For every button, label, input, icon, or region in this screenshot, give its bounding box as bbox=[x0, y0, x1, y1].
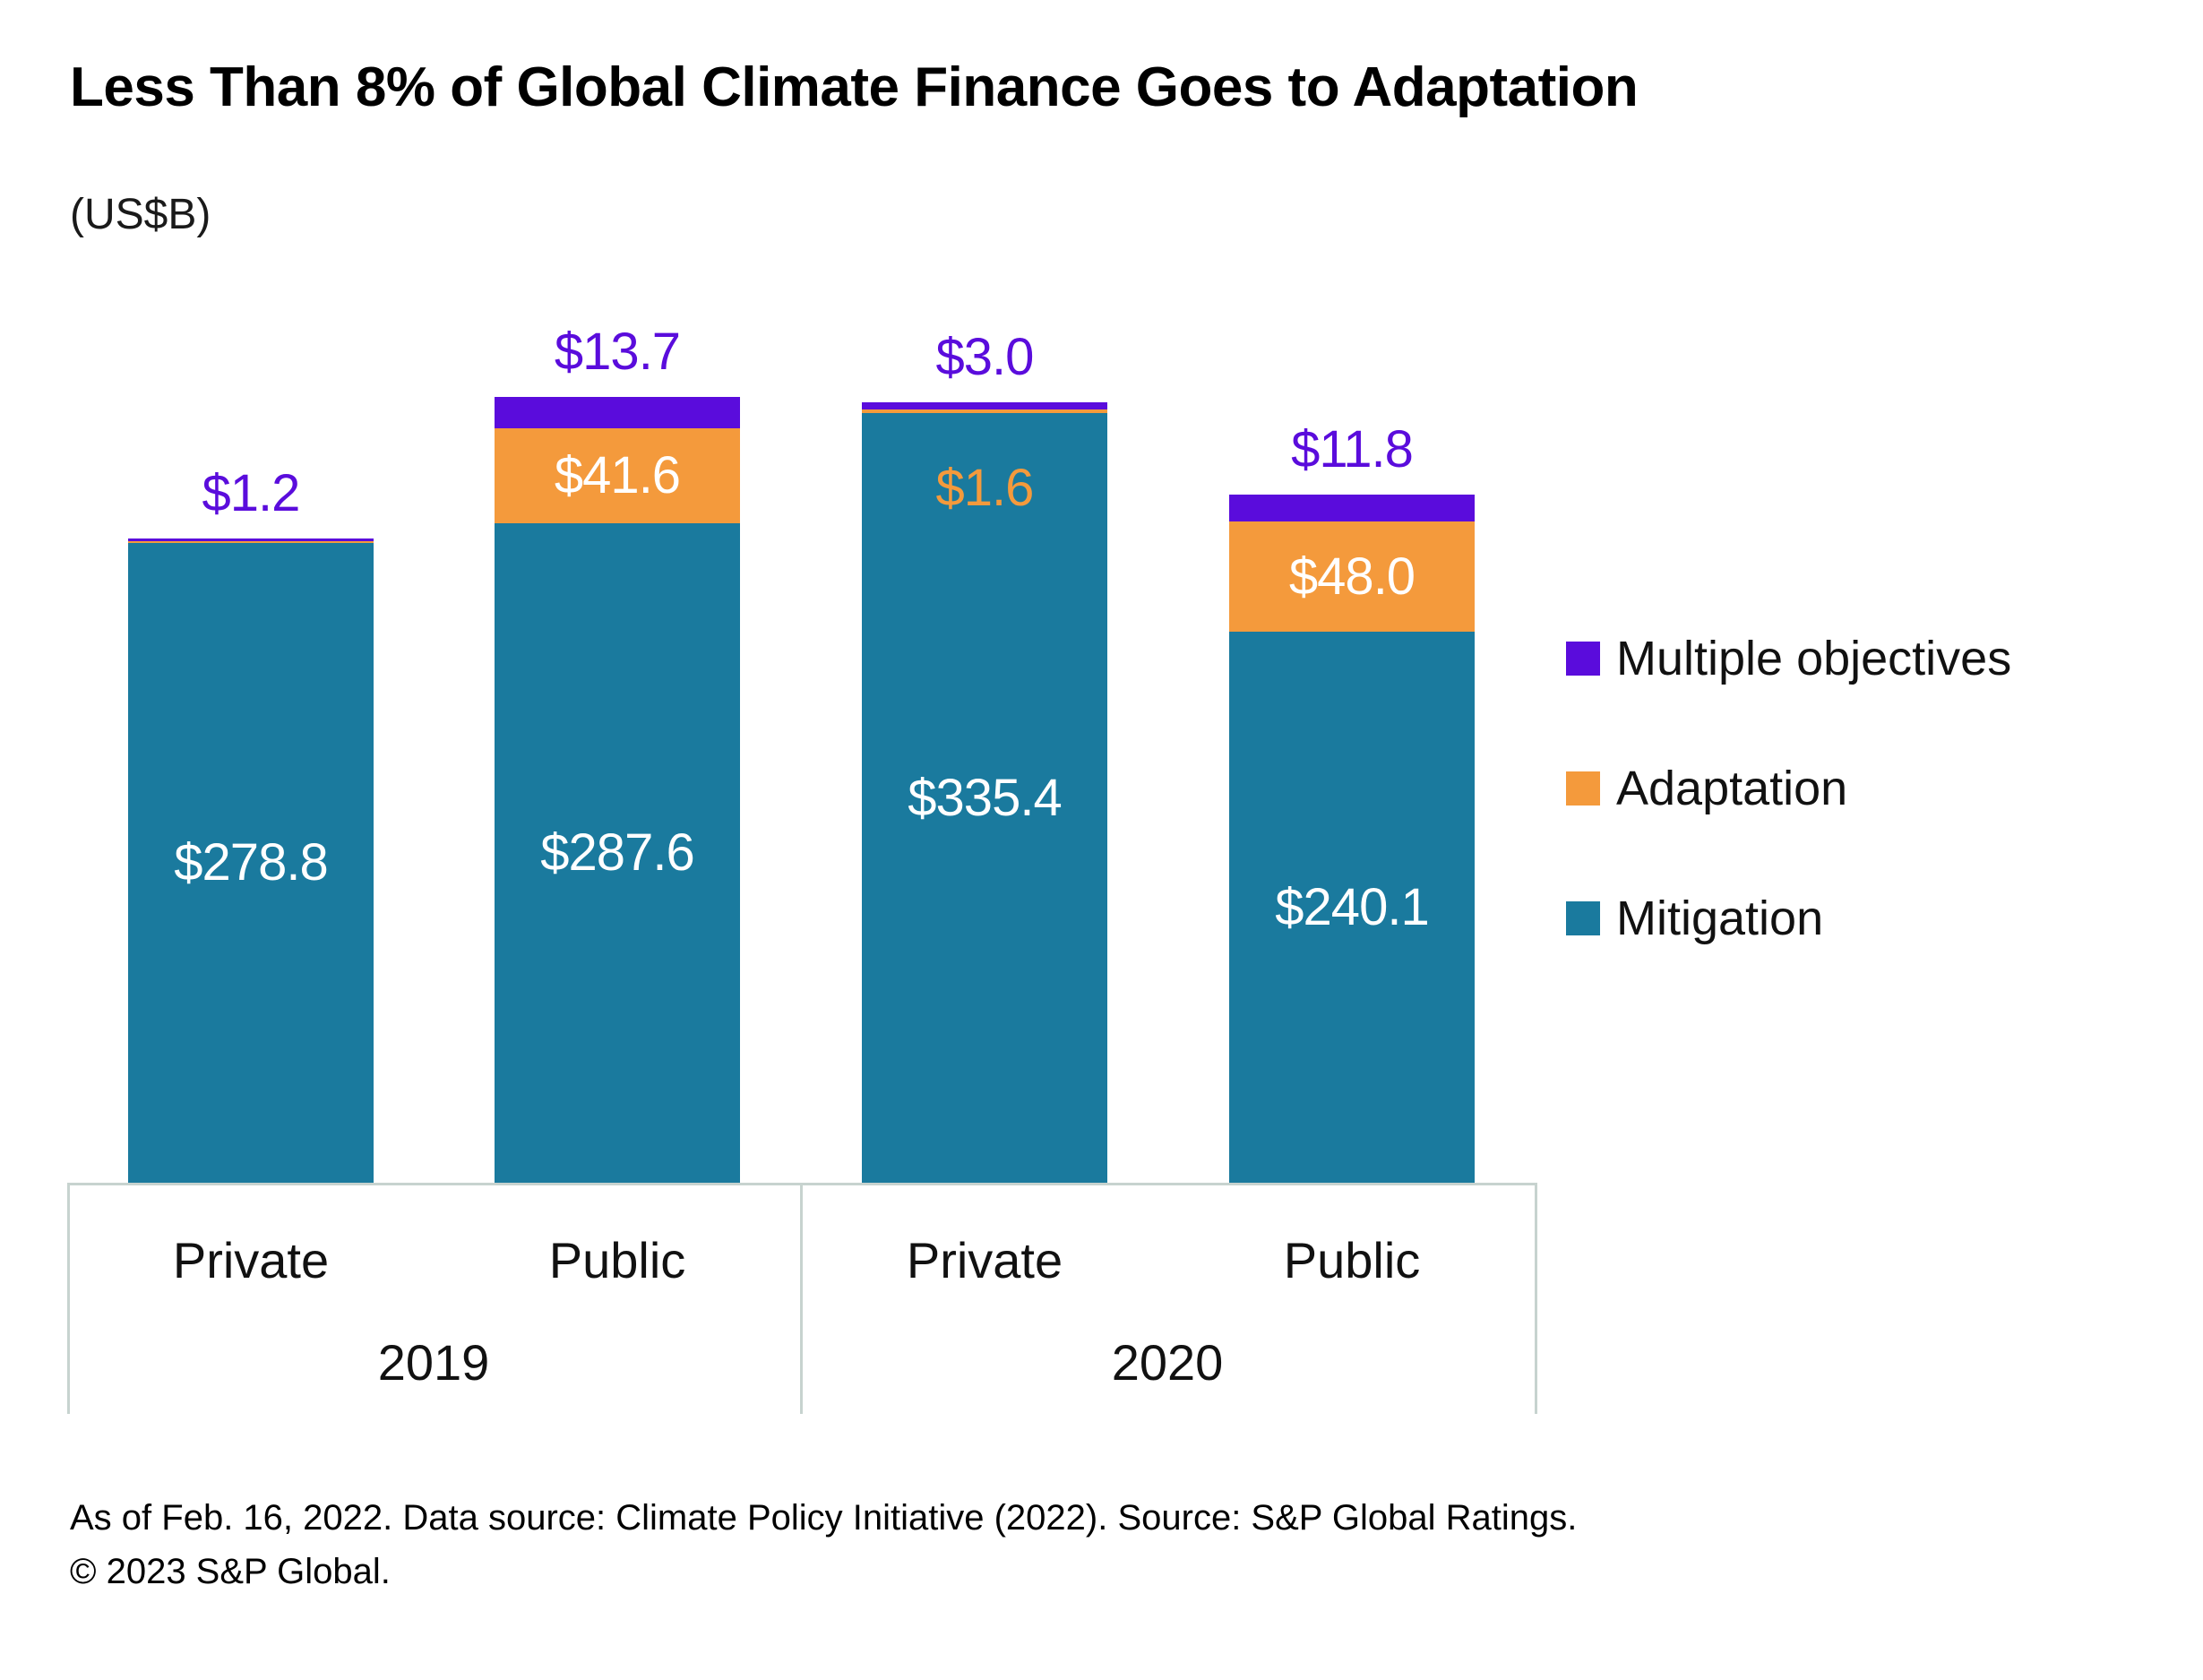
footnote-line-2: © 2023 S&P Global. bbox=[70, 1552, 391, 1591]
bar-public-2020-multiple-objectives-segment bbox=[1229, 495, 1475, 521]
bar-private-2020-adaptation-segment bbox=[862, 409, 1107, 413]
bar-public-2019-adaptation-segment bbox=[495, 428, 740, 523]
axis-label-year-2020: 2020 bbox=[1111, 1334, 1224, 1391]
bar-private-2020-multiple-objectives-segment bbox=[862, 402, 1107, 409]
legend-item-mitigation: Mitigation bbox=[1566, 892, 1823, 945]
bar-private-2020-mitigation-segment bbox=[862, 413, 1107, 1183]
bar-private-2020-mitigation-value-label: $335.4 bbox=[908, 769, 1062, 827]
bar-private-2019-multiple-objectives-value-label: $1.2 bbox=[202, 464, 301, 522]
chart-title: Less Than 8% of Global Climate Finance G… bbox=[70, 56, 1639, 118]
legend-swatch-multiple-objectives-icon bbox=[1566, 642, 1600, 676]
bar-public-2020-multiple-objectives-value-label: $11.8 bbox=[1291, 420, 1414, 478]
bar-public-2019-multiple-objectives-value-label: $13.7 bbox=[554, 323, 681, 381]
bar-public-2020-adaptation-value-label: $48.0 bbox=[1288, 547, 1416, 606]
bar-public-2019-mitigation-value-label: $287.6 bbox=[540, 823, 694, 882]
legend-label-multiple-objectives: Multiple objectives bbox=[1616, 632, 2012, 685]
legend-item-adaptation: Adaptation bbox=[1566, 762, 1847, 815]
bar-private-2019-mitigation-value-label: $278.8 bbox=[174, 833, 328, 892]
source-footnote: As of Feb. 16, 2022. Data source: Climat… bbox=[70, 1491, 2130, 1598]
bar-private-2019-multiple-objectives-segment bbox=[128, 538, 374, 541]
footnote-line-1: As of Feb. 16, 2022. Data source: Climat… bbox=[70, 1498, 1578, 1538]
bar-public-2020-mitigation-segment bbox=[1229, 632, 1475, 1183]
axis-label-private-2020: Private bbox=[906, 1232, 1063, 1288]
legend-label-mitigation: Mitigation bbox=[1616, 892, 1824, 945]
axis-box-right-border bbox=[1535, 1183, 1537, 1414]
bar-public-2019-mitigation-segment bbox=[495, 523, 740, 1183]
axis-group-divider bbox=[800, 1183, 803, 1414]
legend-item-multiple-objectives: Multiple objectives bbox=[1566, 632, 2011, 685]
axis-label-public-2020: Public bbox=[1283, 1232, 1421, 1288]
legend-label-adaptation: Adaptation bbox=[1616, 762, 1848, 815]
bar-public-2019-multiple-objectives-segment bbox=[495, 397, 740, 428]
chart-unit-subtitle: (US$B) bbox=[70, 191, 211, 238]
bar-private-2020-adaptation-value-label: $1.6 bbox=[935, 459, 1035, 517]
legend-swatch-mitigation-icon bbox=[1566, 901, 1600, 935]
legend-swatch-adaptation-icon bbox=[1566, 771, 1600, 806]
bar-public-2020-adaptation-segment bbox=[1229, 521, 1475, 632]
axis-box-left-border bbox=[67, 1183, 70, 1414]
bar-private-2019-adaptation-segment bbox=[128, 541, 374, 543]
bar-public-2020-mitigation-value-label: $240.1 bbox=[1275, 878, 1429, 936]
bar-private-2020-multiple-objectives-value-label: $3.0 bbox=[935, 328, 1035, 386]
axis-label-year-2019: 2019 bbox=[377, 1334, 490, 1391]
axis-label-private-2019: Private bbox=[172, 1232, 330, 1288]
bar-public-2019-adaptation-value-label: $41.6 bbox=[554, 446, 681, 504]
bar-private-2019-mitigation-segment bbox=[128, 543, 374, 1183]
axis-label-public-2019: Public bbox=[548, 1232, 686, 1288]
